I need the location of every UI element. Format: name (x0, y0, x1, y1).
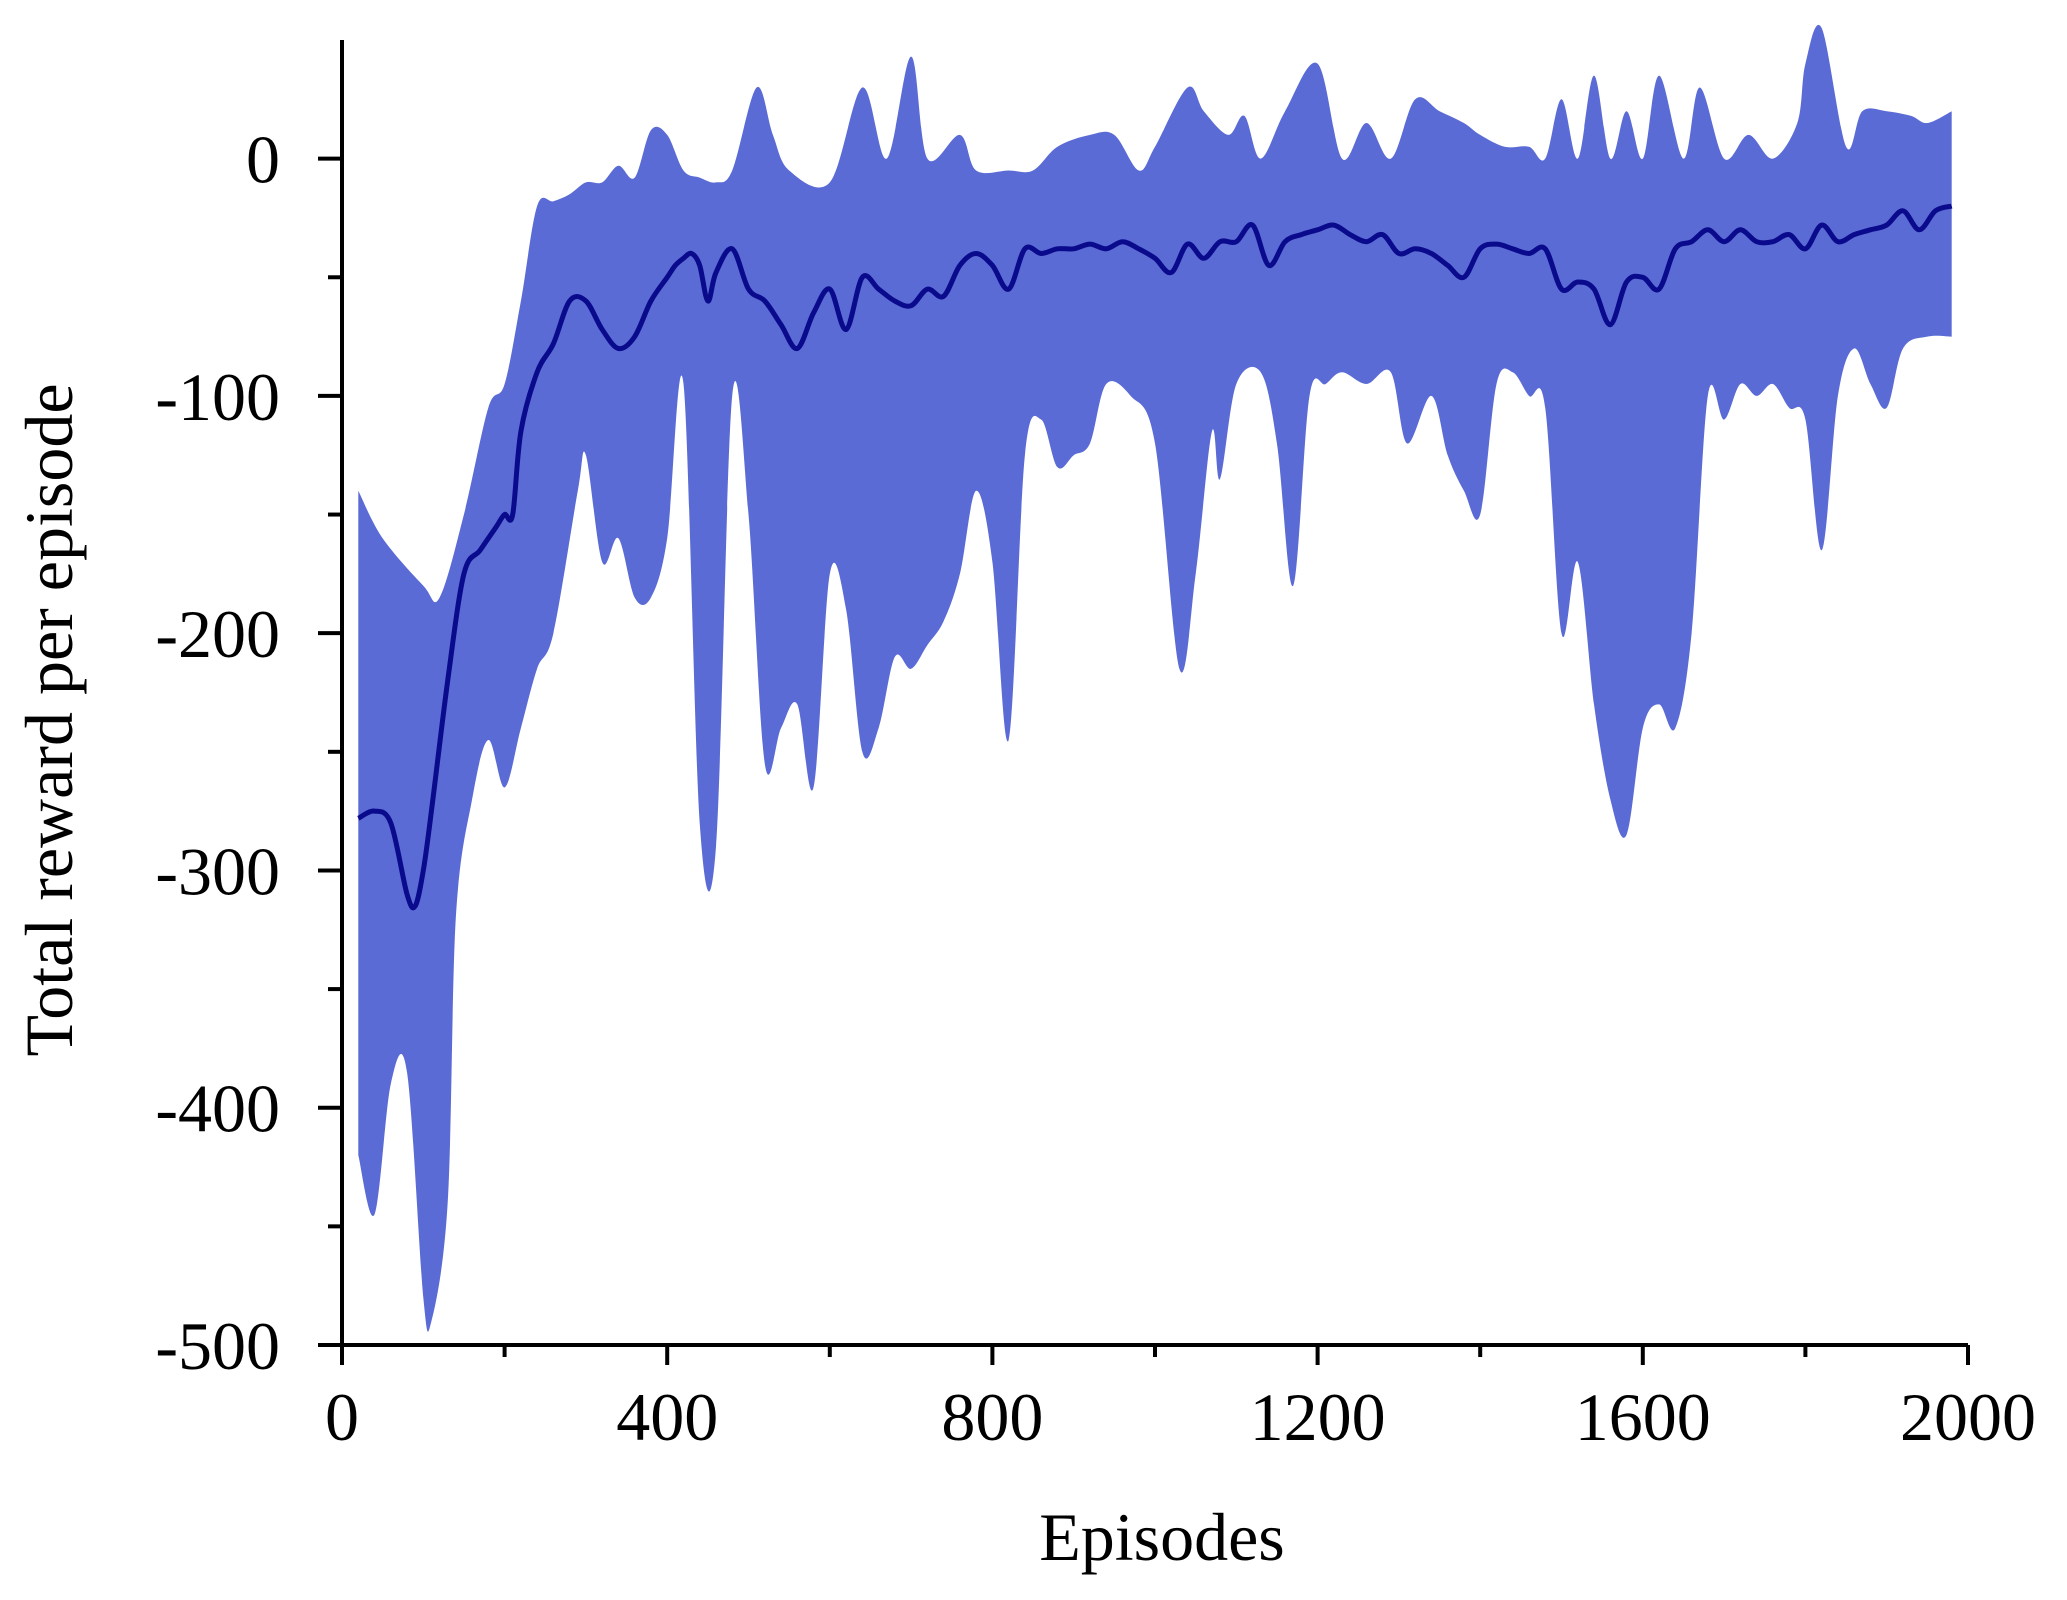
confidence-band (358, 24, 1952, 1332)
y-tick-label: -300 (155, 833, 280, 909)
y-tick-label: -400 (155, 1071, 280, 1147)
y-tick-label: -500 (155, 1308, 280, 1384)
x-axis-label: Episodes (1039, 1499, 1285, 1575)
x-tick-label: 2000 (1900, 1379, 2036, 1455)
mean-reward-line (357, 203, 1953, 911)
x-tick-label: 400 (616, 1379, 718, 1455)
y-tick-label: -200 (155, 596, 280, 672)
y-axis-label: Total reward per episode (11, 383, 87, 1056)
x-tick-label: 800 (941, 1379, 1043, 1455)
y-tick-label: 0 (246, 122, 280, 198)
confidence-band-layer (358, 24, 1952, 1332)
axes: 0 400 800 1200 1600 2000 -500 -400 -300 -200 -100 0 (155, 40, 2036, 1455)
y-tick-label: -100 (155, 359, 280, 435)
axis-labels: Episodes Total reward per episode (11, 383, 1285, 1575)
mean-line-layer (357, 203, 1953, 911)
x-tick-label: 0 (325, 1379, 359, 1455)
x-tick-label: 1600 (1575, 1379, 1711, 1455)
x-tick-label: 1200 (1250, 1379, 1386, 1455)
